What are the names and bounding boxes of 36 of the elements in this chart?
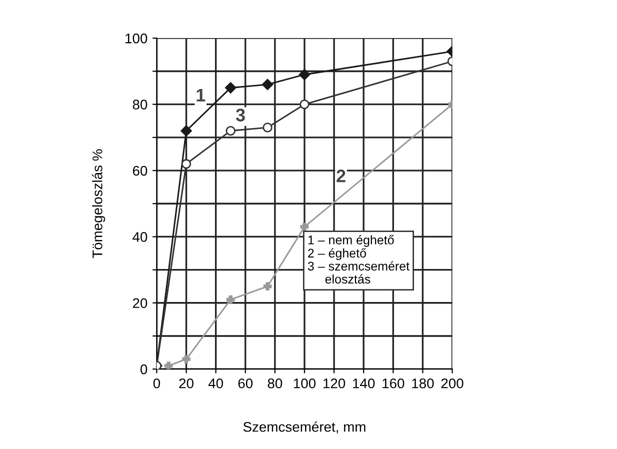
y-tick-label: 40	[132, 232, 148, 242]
y-tick-label: 100	[126, 34, 148, 44]
annotation: 1	[196, 88, 206, 102]
x-tick-label: 120	[324, 378, 346, 388]
x-tick-label: 20	[179, 378, 194, 388]
x-tick-label: 40	[208, 378, 224, 388]
x-tick-label: 140	[353, 378, 375, 388]
point	[225, 82, 236, 94]
point	[164, 362, 173, 370]
x-tick-label: 160	[382, 378, 404, 388]
point	[226, 126, 236, 136]
x-tick-label: 60	[238, 378, 253, 388]
y-tick-label: 0	[140, 364, 148, 374]
x-tick-label: 80	[268, 378, 282, 388]
point	[263, 282, 272, 291]
y-tick-label: 20	[132, 298, 148, 308]
point	[300, 222, 309, 231]
point	[226, 295, 235, 304]
point	[262, 78, 274, 90]
point	[300, 99, 310, 110]
x-axis-title: Szemcseméret, mm	[243, 421, 366, 434]
x-tick-label: 200	[441, 378, 464, 388]
x-tick-label: 100	[294, 378, 316, 388]
y-tick-label: 80	[132, 100, 148, 110]
annotation: 1 – nem éghető 2 – éghető 3 – szemcseméret elosztás	[308, 235, 410, 284]
point	[181, 159, 192, 169]
x-tick-label: 180	[412, 378, 434, 388]
point	[262, 122, 272, 132]
x-tick-label: 0	[153, 378, 160, 388]
point	[298, 68, 310, 80]
annotation: 3	[236, 108, 245, 122]
point	[180, 125, 192, 136]
annotation: 2	[336, 170, 346, 182]
point	[182, 354, 190, 364]
y-axis-title: Tömegeloszlás %	[92, 149, 106, 258]
y-tick-label: 60	[132, 166, 148, 176]
